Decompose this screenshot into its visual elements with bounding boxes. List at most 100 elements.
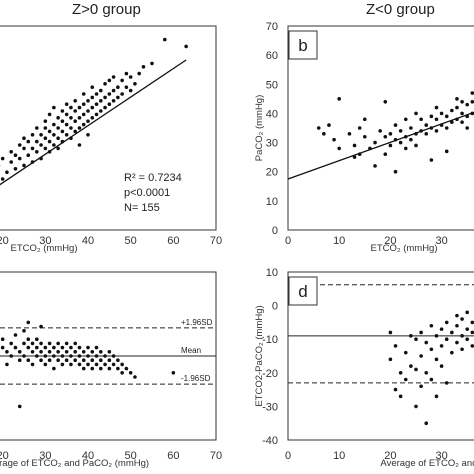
data-point bbox=[94, 345, 99, 350]
data-point bbox=[363, 117, 367, 122]
data-point bbox=[388, 330, 393, 335]
data-point bbox=[439, 123, 444, 127]
x-tick-label: 30 bbox=[39, 235, 51, 247]
data-point bbox=[107, 102, 112, 106]
data-point bbox=[94, 92, 99, 96]
data-point bbox=[9, 341, 13, 346]
data-point bbox=[69, 362, 73, 367]
data-point bbox=[77, 116, 82, 120]
data-point bbox=[429, 126, 434, 130]
x-axis-label: Average of ETCO₂ and PaCO₂ bbox=[380, 458, 474, 469]
data-point bbox=[455, 340, 459, 345]
data-point bbox=[90, 366, 95, 371]
data-point bbox=[94, 112, 99, 117]
data-point bbox=[9, 160, 13, 164]
data-point bbox=[120, 92, 124, 96]
x-tick-label: 20 bbox=[0, 450, 9, 462]
data-point bbox=[43, 345, 48, 350]
data-point bbox=[439, 364, 444, 368]
data-point bbox=[373, 164, 377, 168]
data-point bbox=[429, 347, 434, 352]
data-point bbox=[77, 362, 82, 367]
data-point bbox=[316, 126, 321, 130]
data-point bbox=[393, 344, 398, 348]
y-tick-label: 10 bbox=[266, 267, 278, 279]
x-tick-label: 20 bbox=[384, 235, 396, 247]
data-point bbox=[444, 126, 449, 130]
data-point bbox=[403, 146, 408, 151]
data-point bbox=[39, 341, 43, 346]
data-point bbox=[22, 329, 26, 333]
data-point bbox=[388, 143, 393, 148]
data-point bbox=[470, 91, 474, 95]
data-point bbox=[133, 375, 137, 379]
data-point bbox=[470, 99, 474, 104]
data-point bbox=[111, 75, 116, 79]
data-point bbox=[184, 44, 188, 49]
data-point bbox=[43, 136, 48, 140]
data-point bbox=[419, 129, 423, 133]
data-point bbox=[403, 350, 408, 355]
data-point bbox=[43, 354, 48, 358]
data-point bbox=[90, 358, 95, 363]
data-point bbox=[77, 345, 82, 350]
data-point bbox=[30, 350, 35, 354]
data-point bbox=[13, 153, 18, 157]
y-tick-label: -10 bbox=[262, 334, 278, 346]
data-point bbox=[99, 366, 103, 371]
data-point bbox=[465, 310, 470, 315]
data-point bbox=[73, 129, 77, 134]
data-point bbox=[86, 133, 90, 137]
data-point bbox=[9, 354, 13, 358]
data-point bbox=[470, 330, 474, 335]
x-tick-label: 60 bbox=[167, 450, 179, 462]
data-point bbox=[439, 111, 444, 116]
data-point bbox=[111, 354, 116, 358]
data-point bbox=[455, 323, 459, 328]
data-point bbox=[60, 139, 65, 144]
data-point bbox=[429, 323, 434, 328]
data-point bbox=[52, 366, 56, 371]
data-point bbox=[73, 119, 77, 123]
data-point bbox=[103, 105, 107, 110]
data-point bbox=[30, 362, 35, 367]
x-tick-label: 10 bbox=[333, 450, 345, 462]
data-point bbox=[460, 347, 464, 352]
data-point bbox=[47, 358, 52, 363]
data-point bbox=[60, 119, 65, 123]
data-point bbox=[17, 404, 22, 409]
data-point bbox=[56, 358, 60, 363]
data-point bbox=[17, 156, 22, 161]
data-point bbox=[141, 65, 146, 69]
data-point bbox=[434, 105, 439, 110]
x-axis-label: ETCO₂ (mmHg) bbox=[10, 243, 77, 254]
data-point bbox=[107, 350, 112, 354]
data-point bbox=[455, 117, 459, 122]
data-point bbox=[414, 111, 418, 116]
y-axis-label: PaCO₂ (mmHg) bbox=[254, 95, 265, 162]
data-point bbox=[460, 317, 464, 321]
data-point bbox=[450, 108, 454, 113]
data-point bbox=[77, 143, 82, 147]
data-point bbox=[419, 354, 423, 358]
group-labels: Z>0 group Z<0 group bbox=[72, 1, 435, 18]
data-point bbox=[43, 146, 48, 151]
y-tick-label: 70 bbox=[266, 21, 278, 33]
data-point bbox=[124, 71, 129, 76]
data-point bbox=[90, 95, 95, 100]
data-point bbox=[26, 345, 31, 350]
data-point bbox=[363, 134, 367, 139]
reference-line-label: Mean bbox=[181, 346, 201, 355]
data-point bbox=[434, 394, 439, 399]
data-point bbox=[86, 119, 90, 123]
panel-badge-letter: b bbox=[298, 36, 307, 55]
data-point bbox=[393, 169, 398, 174]
data-point bbox=[47, 150, 52, 154]
data-point bbox=[13, 167, 18, 171]
x-tick-label: 40 bbox=[82, 235, 94, 247]
data-point bbox=[378, 129, 382, 133]
data-point bbox=[73, 99, 77, 103]
data-point bbox=[103, 354, 107, 358]
